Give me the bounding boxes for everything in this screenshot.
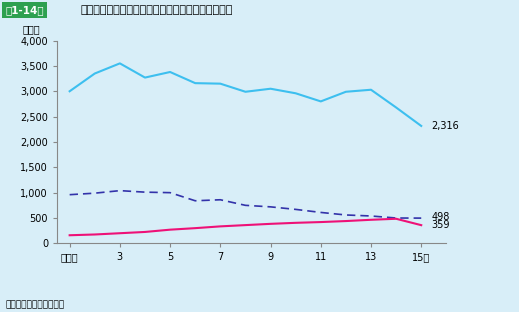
Text: 若者・高齢者の自動車運転中交通事故死者数の推移: 若者・高齢者の自動車運転中交通事故死者数の推移	[80, 5, 233, 15]
Text: ㅔ1-14図: ㅔ1-14図	[5, 5, 44, 15]
Text: （人）: （人）	[22, 24, 39, 35]
Text: 2,316: 2,316	[431, 121, 459, 131]
Text: 498: 498	[431, 212, 449, 222]
Text: 注　警察庁資料による。: 注 警察庁資料による。	[5, 300, 64, 309]
Text: 359: 359	[431, 220, 450, 230]
